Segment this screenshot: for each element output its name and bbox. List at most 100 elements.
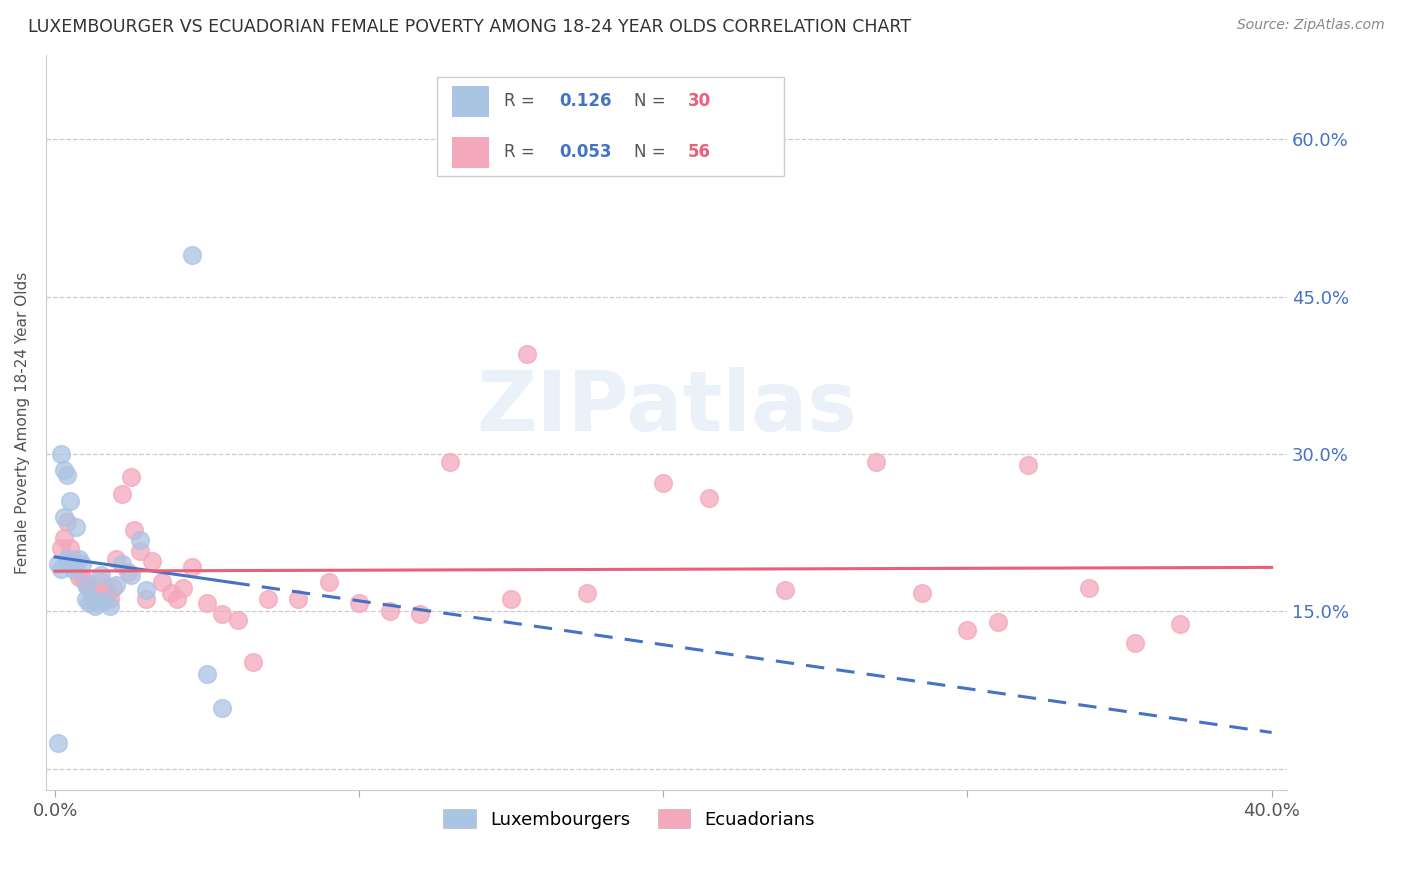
Point: [90, 567, 112, 582]
Point: [111, 487, 134, 501]
Point: [104, 578, 127, 592]
Text: R =: R =: [503, 143, 540, 161]
Point: [409, 607, 432, 621]
Point: [257, 591, 280, 606]
Point: [172, 582, 194, 596]
Point: [181, 560, 204, 574]
Point: [287, 591, 309, 606]
Point: [72, 558, 94, 572]
Point: [122, 523, 145, 537]
Point: [120, 567, 142, 582]
Point: [956, 624, 979, 638]
Point: [439, 455, 461, 469]
Point: [72, 570, 94, 584]
Point: [159, 585, 181, 599]
Point: [347, 596, 370, 610]
Point: [195, 667, 218, 681]
Point: [59, 541, 82, 556]
Point: [515, 347, 537, 361]
Point: [211, 607, 233, 621]
Point: [80, 591, 103, 606]
Point: [135, 583, 157, 598]
Text: ZIPatlas: ZIPatlas: [475, 368, 856, 449]
FancyBboxPatch shape: [451, 136, 489, 168]
Point: [56, 468, 79, 483]
Point: [80, 585, 103, 599]
Point: [318, 575, 340, 590]
Point: [101, 582, 124, 596]
Point: [166, 591, 188, 606]
Point: [226, 613, 249, 627]
Point: [62, 552, 84, 566]
Point: [865, 455, 887, 469]
Point: [56, 515, 79, 529]
Point: [53, 463, 76, 477]
Text: 0.053: 0.053: [560, 143, 612, 161]
Text: Source: ZipAtlas.com: Source: ZipAtlas.com: [1237, 18, 1385, 32]
Point: [117, 565, 139, 579]
Point: [75, 578, 97, 592]
Point: [96, 585, 118, 599]
Point: [65, 520, 87, 534]
Point: [51, 541, 73, 556]
Y-axis label: Female Poverty Among 18-24 Year Olds: Female Poverty Among 18-24 Year Olds: [15, 271, 30, 574]
Point: [46, 736, 69, 750]
Point: [62, 562, 84, 576]
Text: N =: N =: [634, 143, 671, 161]
Point: [59, 494, 82, 508]
Point: [77, 596, 100, 610]
Point: [1078, 582, 1101, 596]
Point: [150, 575, 173, 590]
FancyBboxPatch shape: [437, 78, 785, 177]
Text: R =: R =: [503, 93, 540, 111]
Point: [652, 476, 675, 491]
Point: [181, 247, 204, 261]
Point: [86, 596, 108, 610]
Point: [98, 591, 121, 606]
Point: [195, 596, 218, 610]
Point: [67, 570, 90, 584]
Point: [1017, 458, 1039, 472]
Point: [911, 585, 934, 599]
FancyBboxPatch shape: [451, 86, 489, 117]
Point: [75, 575, 97, 590]
Point: [51, 562, 73, 576]
Text: 56: 56: [688, 143, 710, 161]
Point: [46, 558, 69, 572]
Point: [75, 591, 97, 606]
Point: [141, 554, 163, 568]
Point: [51, 447, 73, 461]
Point: [53, 510, 76, 524]
Point: [1123, 636, 1146, 650]
Point: [120, 470, 142, 484]
Point: [98, 599, 121, 614]
Point: [59, 558, 82, 572]
Point: [697, 491, 720, 505]
Point: [77, 582, 100, 596]
Point: [65, 558, 87, 572]
Text: 30: 30: [688, 93, 710, 111]
Legend: Luxembourgers, Ecuadorians: Luxembourgers, Ecuadorians: [436, 802, 823, 836]
Point: [1170, 617, 1192, 632]
Point: [67, 552, 90, 566]
Text: 0.126: 0.126: [560, 93, 612, 111]
Point: [90, 575, 112, 590]
Point: [773, 583, 796, 598]
Point: [129, 533, 152, 547]
Point: [242, 655, 264, 669]
Point: [111, 558, 134, 572]
Point: [135, 591, 157, 606]
Point: [501, 591, 523, 606]
Point: [576, 585, 599, 599]
Point: [53, 531, 76, 545]
Text: N =: N =: [634, 93, 671, 111]
Point: [378, 605, 401, 619]
Point: [93, 582, 115, 596]
Point: [987, 615, 1010, 629]
Point: [104, 552, 127, 566]
Point: [129, 543, 152, 558]
Point: [93, 594, 115, 608]
Point: [83, 599, 105, 614]
Text: LUXEMBOURGER VS ECUADORIAN FEMALE POVERTY AMONG 18-24 YEAR OLDS CORRELATION CHAR: LUXEMBOURGER VS ECUADORIAN FEMALE POVERT…: [28, 18, 911, 36]
Point: [211, 701, 233, 715]
